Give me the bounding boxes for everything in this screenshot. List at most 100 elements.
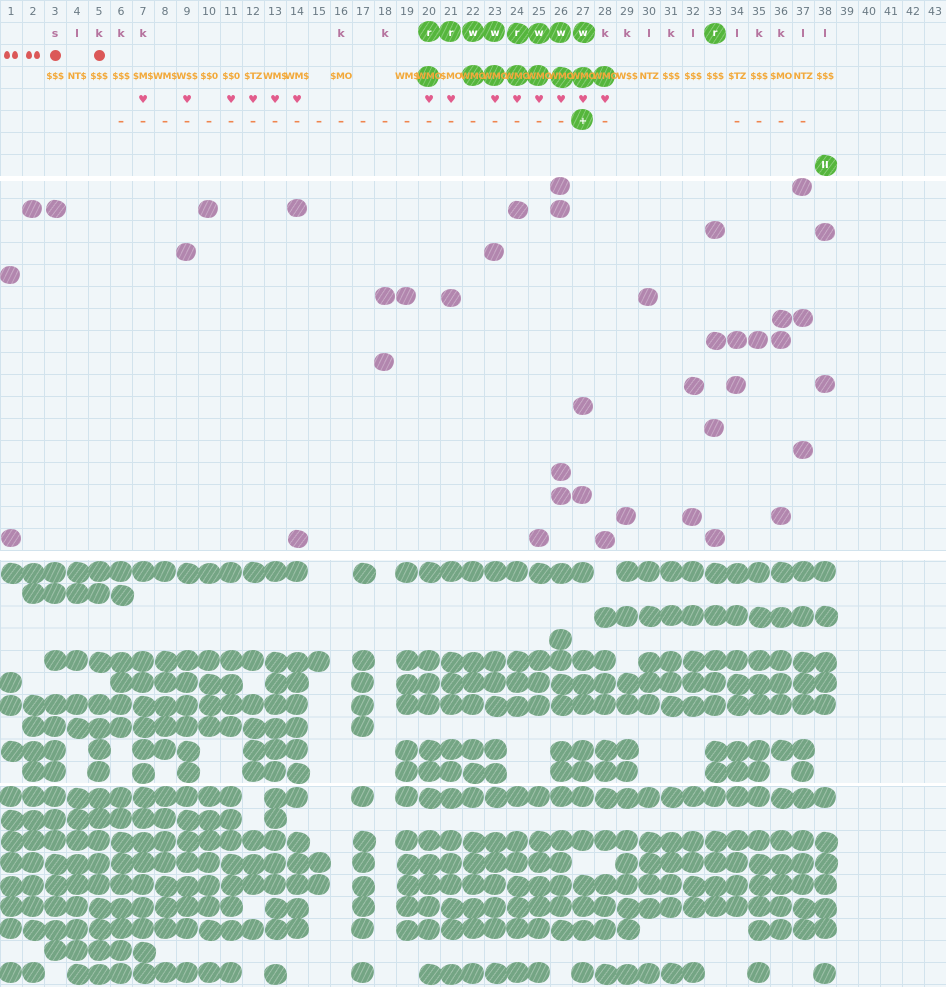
stamp-letter[interactable]: k bbox=[667, 26, 675, 40]
scribble-stamp-green[interactable] bbox=[725, 760, 750, 783]
stamp-letter[interactable]: k bbox=[139, 26, 147, 40]
dash-mark[interactable]: – bbox=[470, 114, 476, 128]
scribble-stamp-green[interactable] bbox=[549, 740, 574, 763]
money-label[interactable]: $$$ bbox=[816, 72, 834, 82]
stamp-letter[interactable]: l bbox=[801, 26, 805, 40]
scribble-stamp-green[interactable] bbox=[747, 649, 772, 672]
dash-mark[interactable]: – bbox=[250, 114, 256, 128]
scribble-stamp-green[interactable] bbox=[351, 649, 376, 672]
scribble-stamp-green[interactable] bbox=[131, 738, 156, 761]
heart-icon[interactable]: ♥ bbox=[182, 92, 192, 106]
scribble-stamp-green[interactable] bbox=[615, 738, 640, 761]
heart-icon[interactable]: ♥ bbox=[292, 92, 302, 106]
dash-mark[interactable]: – bbox=[426, 114, 432, 128]
scribble-stamp-green[interactable] bbox=[219, 649, 244, 672]
money-label[interactable]: $$$ bbox=[90, 72, 108, 82]
dash-mark[interactable]: – bbox=[382, 114, 388, 128]
scribble-stamp-green[interactable] bbox=[703, 649, 728, 672]
red-pair-stamp[interactable] bbox=[0, 44, 22, 66]
stamp-letter[interactable]: k bbox=[755, 26, 763, 40]
heart-icon[interactable]: ♥ bbox=[512, 92, 522, 106]
stamp-letter[interactable]: l bbox=[647, 26, 651, 40]
scribble-stamp-green[interactable] bbox=[549, 760, 574, 783]
scribble-stamp-green[interactable] bbox=[175, 649, 200, 672]
money-label[interactable]: $$0 bbox=[222, 72, 240, 82]
dash-mark[interactable]: – bbox=[448, 114, 454, 128]
money-label[interactable]: NTZ bbox=[793, 72, 813, 82]
heart-icon[interactable]: ♥ bbox=[424, 92, 434, 106]
heart-icon[interactable]: ♥ bbox=[226, 92, 236, 106]
money-label[interactable]: WM$ bbox=[395, 72, 419, 82]
money-label[interactable]: $M$ bbox=[132, 72, 154, 82]
stamp-letter[interactable]: k bbox=[777, 26, 785, 40]
dash-mark[interactable]: – bbox=[536, 114, 542, 128]
money-label[interactable]: $$$ bbox=[684, 72, 702, 82]
money-label[interactable]: NT$ bbox=[67, 72, 87, 82]
scribble-stamp-green[interactable] bbox=[21, 740, 46, 763]
scribble-stamp-green[interactable] bbox=[483, 762, 508, 785]
dash-mark[interactable]: – bbox=[316, 114, 322, 128]
scribble-stamp-green[interactable] bbox=[263, 738, 288, 761]
dash-mark[interactable]: – bbox=[228, 114, 234, 128]
dash-mark[interactable]: – bbox=[206, 114, 212, 128]
dash-mark[interactable]: – bbox=[778, 114, 784, 128]
scribble-stamp-green[interactable] bbox=[637, 651, 662, 674]
heart-icon[interactable]: ♥ bbox=[534, 92, 544, 106]
scribble-stamp-green[interactable] bbox=[725, 740, 750, 763]
stamp-letter[interactable]: k bbox=[623, 26, 631, 40]
scribble-stamp-green[interactable] bbox=[813, 651, 838, 674]
scribble-stamp-green[interactable] bbox=[483, 738, 508, 761]
heart-icon[interactable]: ♥ bbox=[600, 92, 610, 106]
dash-mark[interactable]: – bbox=[184, 114, 190, 128]
money-label[interactable]: $$$ bbox=[662, 72, 680, 82]
money-label[interactable]: $MO bbox=[770, 72, 792, 82]
heart-icon[interactable]: ♥ bbox=[490, 92, 500, 106]
scribble-stamp-green[interactable] bbox=[417, 760, 442, 783]
dash-mark[interactable]: – bbox=[734, 114, 740, 128]
scribble-stamp-green[interactable] bbox=[109, 651, 134, 674]
dash-mark[interactable]: – bbox=[602, 114, 608, 128]
dash-mark[interactable]: – bbox=[514, 114, 520, 128]
stamp-letter[interactable]: l bbox=[735, 26, 739, 40]
dash-mark[interactable]: – bbox=[360, 114, 366, 128]
red-dot-stamp[interactable] bbox=[44, 44, 66, 66]
scribble-stamp-green[interactable] bbox=[571, 649, 596, 672]
dash-mark[interactable]: – bbox=[294, 114, 300, 128]
heart-icon[interactable]: ♥ bbox=[270, 92, 280, 106]
scribble-stamp-green[interactable] bbox=[241, 760, 266, 783]
scribble-stamp-green[interactable] bbox=[439, 738, 464, 761]
heart-icon[interactable]: ♥ bbox=[446, 92, 456, 106]
scribble-stamp-green[interactable] bbox=[87, 738, 112, 761]
money-label[interactable]: NTZ bbox=[639, 72, 659, 82]
stamp-letter[interactable]: k bbox=[601, 26, 609, 40]
scribble-stamp-green[interactable] bbox=[527, 649, 552, 672]
dash-mark[interactable]: – bbox=[140, 114, 146, 128]
stamp-letter[interactable]: l bbox=[75, 26, 79, 40]
money-label[interactable]: $MO bbox=[440, 72, 462, 82]
stamp-letter[interactable]: k bbox=[117, 26, 125, 40]
dash-mark[interactable]: – bbox=[800, 114, 806, 128]
stamp-letter[interactable]: l bbox=[691, 26, 695, 40]
dash-mark[interactable]: – bbox=[404, 114, 410, 128]
stamp-letter[interactable]: k bbox=[337, 26, 345, 40]
heart-icon[interactable]: ♥ bbox=[578, 92, 588, 106]
money-label[interactable]: WM$ bbox=[263, 72, 287, 82]
dash-mark[interactable]: – bbox=[162, 114, 168, 128]
dash-mark[interactable]: – bbox=[338, 114, 344, 128]
scribble-stamp-green[interactable] bbox=[791, 738, 816, 761]
scribble-stamp-green[interactable] bbox=[593, 760, 618, 783]
money-label[interactable]: WM$ bbox=[153, 72, 177, 82]
scribble-stamp-green[interactable] bbox=[395, 649, 420, 672]
money-label[interactable]: $$$ bbox=[706, 72, 724, 82]
stamp-letter[interactable]: l bbox=[823, 26, 827, 40]
scribble-stamp-green[interactable] bbox=[285, 651, 310, 674]
stamp-letter[interactable]: k bbox=[381, 26, 389, 40]
stamp-letter[interactable]: k bbox=[95, 26, 103, 40]
heart-icon[interactable]: ♥ bbox=[138, 92, 148, 106]
money-label[interactable]: $$$ bbox=[112, 72, 130, 82]
scribble-stamp-green[interactable] bbox=[461, 651, 486, 674]
money-label[interactable]: WM$ bbox=[285, 72, 309, 82]
stamp-letter[interactable]: s bbox=[51, 26, 59, 40]
scribble-stamp-green[interactable] bbox=[131, 762, 156, 785]
money-label[interactable]: $$$ bbox=[750, 72, 768, 82]
